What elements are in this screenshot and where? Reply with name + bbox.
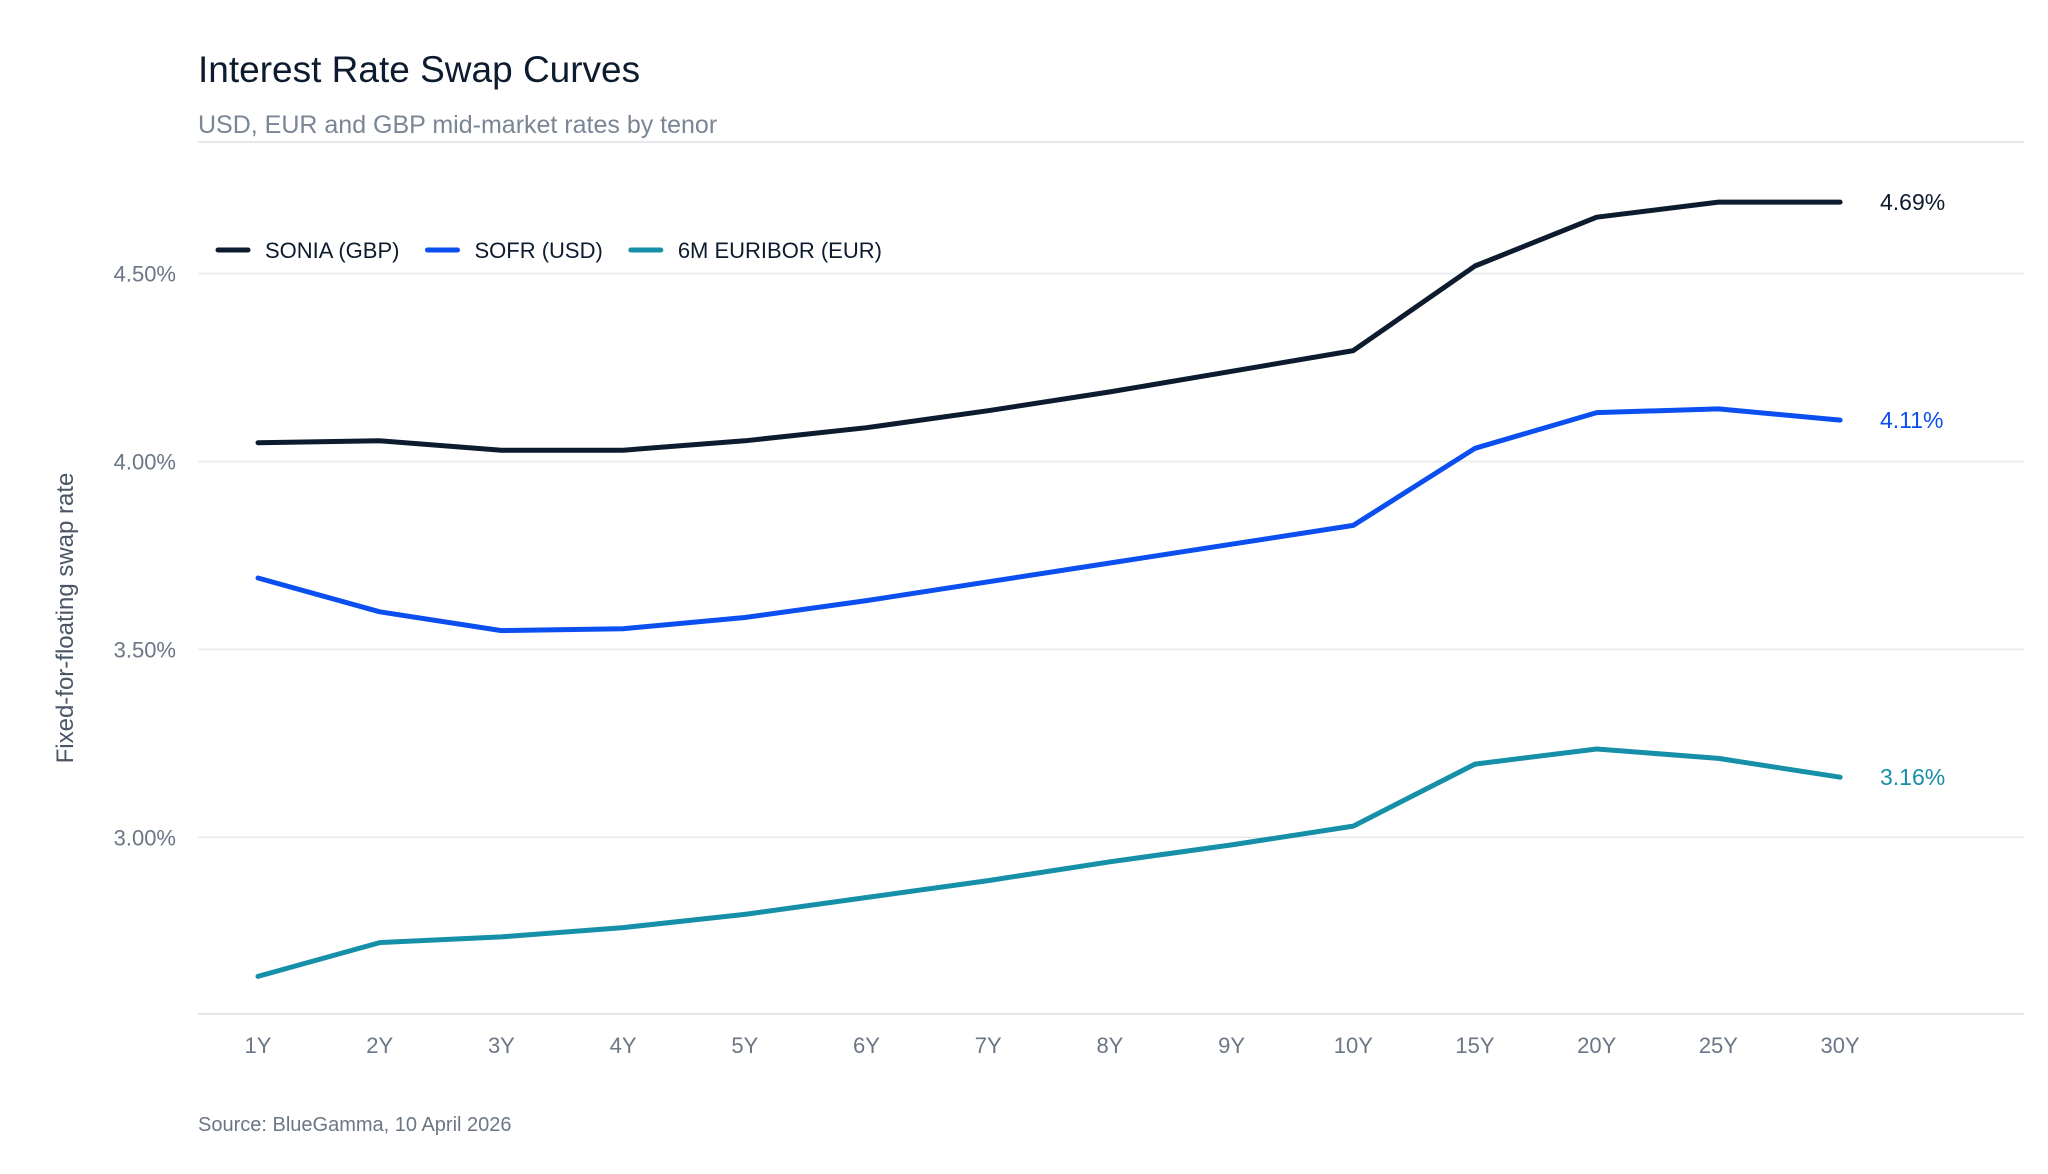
source-note: Source: BlueGamma, 10 April 2026 bbox=[198, 1114, 512, 1136]
end-label-0: 4.69% bbox=[1880, 189, 1945, 215]
x-tick-label: 20Y bbox=[1577, 1033, 1616, 1058]
x-tick-label: 2Y bbox=[366, 1033, 393, 1058]
x-tick-label: 8Y bbox=[1096, 1033, 1123, 1058]
x-tick-label: 3Y bbox=[488, 1033, 515, 1058]
legend-label-2: 6M EURIBOR (EUR) bbox=[678, 238, 882, 263]
legend-label-1: SOFR (USD) bbox=[474, 238, 602, 263]
x-tick-label: 9Y bbox=[1218, 1033, 1245, 1058]
series-line-2 bbox=[255, 746, 1843, 979]
x-tick-label: 30Y bbox=[1821, 1033, 1860, 1058]
x-axis-ticks: 1Y 2Y 3Y 4Y 5Y 6Y 7Y 8Y 9Y 10Y 15Y 20Y 25Y 30Y bbox=[245, 1033, 1860, 1058]
y-tick-label: 4.50% bbox=[114, 262, 176, 287]
y-axis-label: Fixed-for-floating swap rate bbox=[52, 473, 79, 764]
chart-title: Interest Rate Swap Curves bbox=[198, 49, 640, 90]
legend: SONIA (GBP) SOFR (USD) 6M EURIBOR (EUR) bbox=[215, 238, 882, 263]
chart-subtitle: USD, EUR and GBP mid-market rates by ten… bbox=[198, 111, 717, 139]
series-line-1 bbox=[255, 406, 1843, 634]
x-tick-label: 15Y bbox=[1455, 1033, 1494, 1058]
grid-lines bbox=[198, 272, 2024, 839]
y-tick-label: 4.00% bbox=[114, 449, 176, 474]
x-tick-label: 10Y bbox=[1334, 1033, 1373, 1058]
x-tick-label: 25Y bbox=[1699, 1033, 1738, 1058]
x-tick-label: 4Y bbox=[610, 1033, 637, 1058]
x-tick-label: 7Y bbox=[975, 1033, 1002, 1058]
x-tick-label: 5Y bbox=[731, 1033, 758, 1058]
x-tick-label: 1Y bbox=[245, 1033, 272, 1058]
y-tick-label: 3.50% bbox=[114, 637, 176, 662]
y-axis-ticks: 3.00% 3.50% 4.00% 4.50% bbox=[114, 262, 176, 851]
series-lines bbox=[255, 199, 1843, 979]
end-label-1: 4.11% bbox=[1880, 407, 1944, 433]
series-line-0 bbox=[255, 199, 1843, 453]
legend-label-0: SONIA (GBP) bbox=[265, 238, 399, 263]
x-tick-label: 6Y bbox=[853, 1033, 880, 1058]
end-labels: 4.69% 4.11% 3.16% bbox=[1880, 189, 1945, 790]
end-label-2: 3.16% bbox=[1880, 764, 1945, 790]
y-tick-label: 3.00% bbox=[114, 825, 176, 850]
